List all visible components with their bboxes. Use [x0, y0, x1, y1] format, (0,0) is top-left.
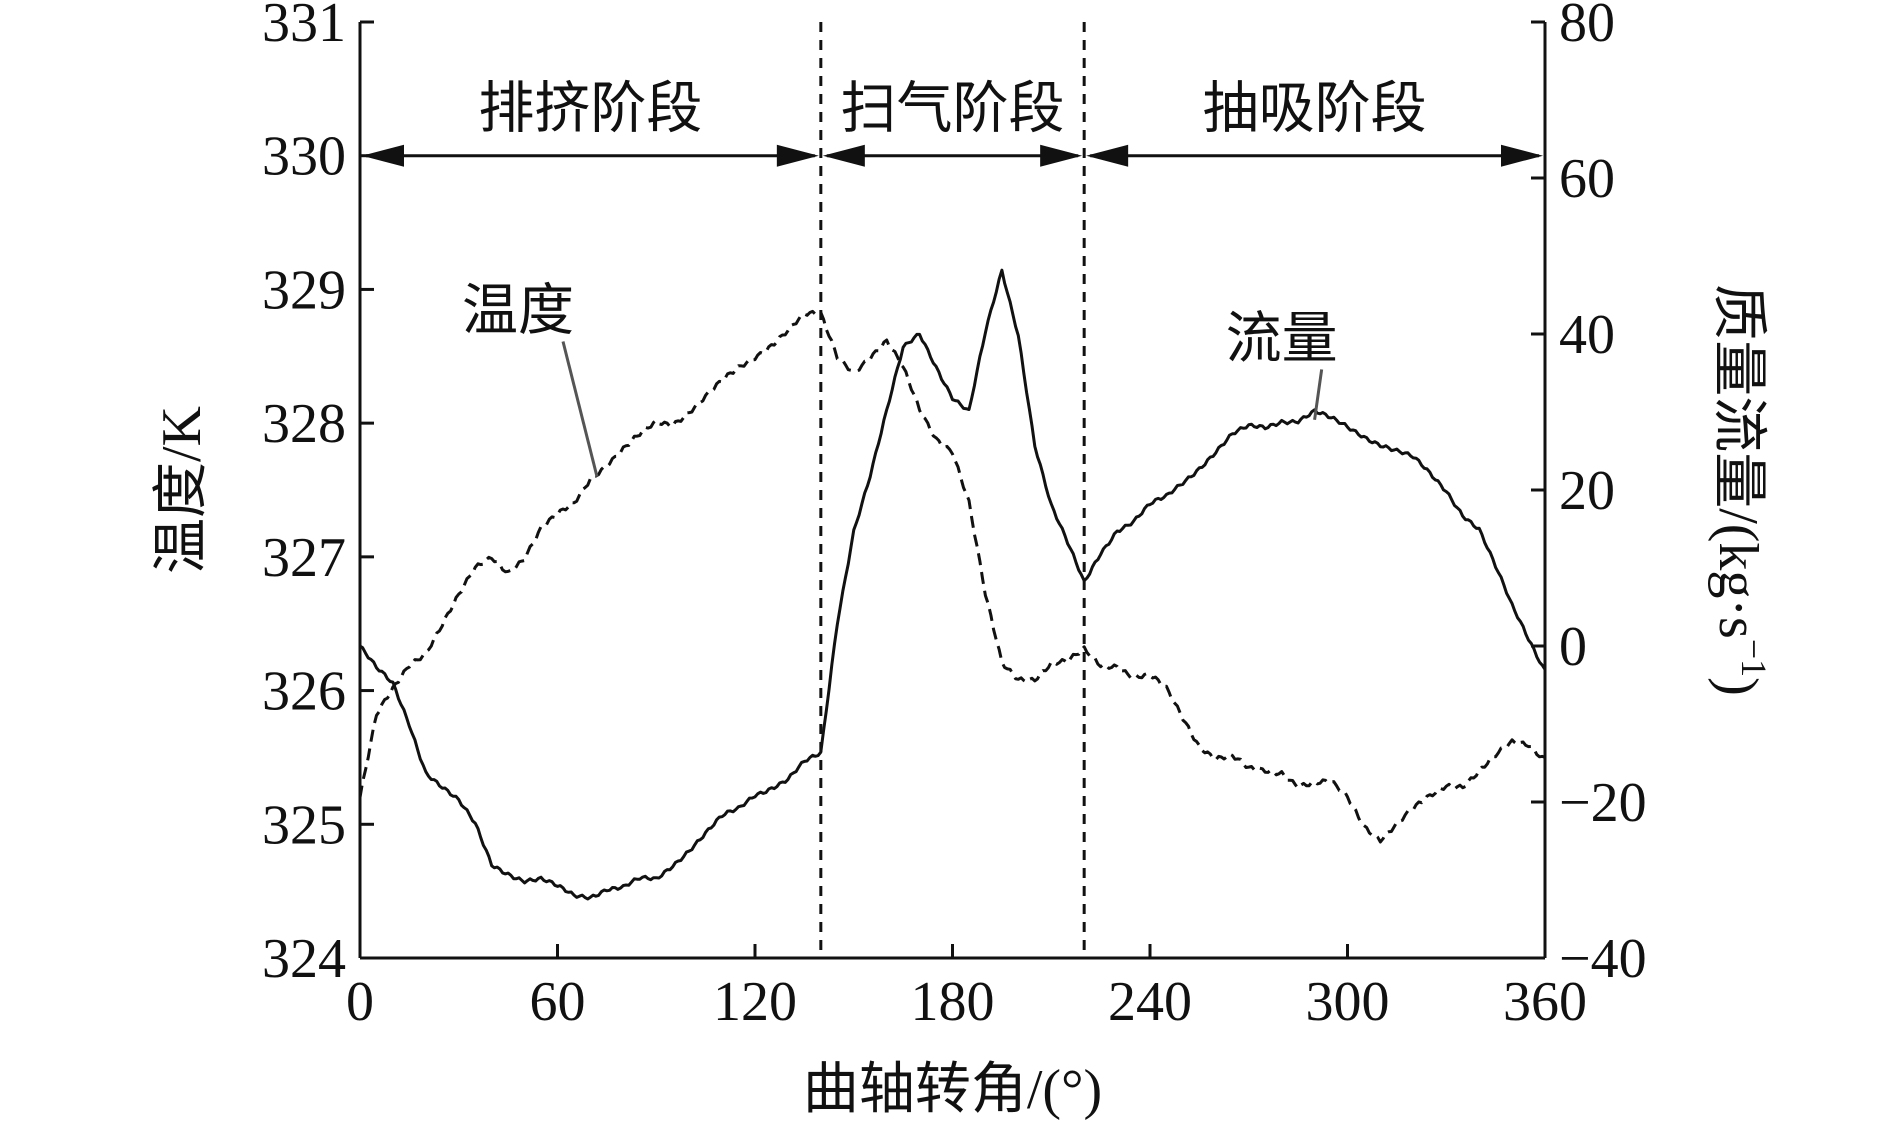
phase-arrow-head-left	[1086, 144, 1129, 167]
y-left-tick-label: 327	[262, 527, 346, 589]
phase-arrow-head-left	[822, 144, 865, 167]
series-label: 温度	[462, 281, 574, 343]
series-leader-line	[1313, 369, 1324, 421]
y-right-axis-title: 质量流量/(kg·s−1)	[1707, 284, 1774, 696]
x-tick-label: 60	[530, 971, 586, 1033]
x-tick-label: 180	[911, 971, 995, 1033]
y-right-tick-label: 40	[1559, 304, 1615, 366]
y-left-tick-label: 330	[262, 126, 346, 188]
phase-arrow-head-left	[362, 144, 404, 167]
phase-label: 抽吸阶段	[1203, 79, 1427, 141]
x-axis-title: 曲轴转角/(°)	[803, 1059, 1102, 1121]
series-layer	[358, 268, 1547, 901]
phase-label: 扫气阶段	[841, 79, 1065, 141]
phase-arrow-head-right	[1501, 144, 1543, 167]
y-left-tick-label: 325	[262, 794, 346, 856]
y-right-tick-label: 20	[1559, 460, 1615, 522]
y-left-tick-label: 326	[262, 661, 346, 723]
y-left-tick-label: 324	[262, 928, 346, 990]
y-left-tick-label: 328	[262, 393, 346, 455]
y-left-tick-label: 329	[262, 259, 346, 321]
series-line-flow	[359, 268, 1547, 901]
y-right-title-exponent: −1	[1734, 639, 1774, 677]
plot-frame	[358, 22, 1547, 960]
tick-layer: 0 60 120 180 240 300 360 324 325 326 327 328 329 330 3…	[262, 0, 1647, 1033]
y-left-tick-label: 331	[262, 0, 346, 54]
phase-label: 排挤阶段	[478, 79, 702, 141]
series-leader-line	[561, 341, 599, 477]
series-line-temperature	[358, 309, 1546, 844]
x-tick-label: 300	[1306, 971, 1390, 1033]
x-tick-label: 240	[1108, 971, 1192, 1033]
x-tick-label: 120	[713, 971, 797, 1033]
label-layer: 曲轴转角/(°) 温度/K 质量流量/(kg·s−1) 温度 流量	[151, 281, 1774, 1121]
y-right-tick-label: 80	[1559, 0, 1615, 54]
y-left-axis-title: 温度/K	[151, 406, 213, 574]
series-label: 流量	[1226, 308, 1338, 370]
x-tick-label: 0	[346, 971, 374, 1033]
y-right-tick-label: −40	[1559, 928, 1647, 990]
x-tick-label: 360	[1503, 971, 1587, 1033]
y-right-title-main: 质量流量/(kg·s	[1707, 284, 1769, 639]
phase-layer: 排挤阶段 扫气阶段 抽吸阶段	[362, 22, 1543, 958]
y-right-tick-label: −20	[1559, 772, 1647, 834]
phase-arrow-head-right	[776, 144, 819, 167]
y-right-tick-label: 60	[1559, 148, 1615, 210]
phase-arrow-head-right	[1040, 144, 1083, 167]
y-right-tick-label: 0	[1559, 616, 1587, 678]
y-right-title-close: )	[1707, 677, 1769, 696]
